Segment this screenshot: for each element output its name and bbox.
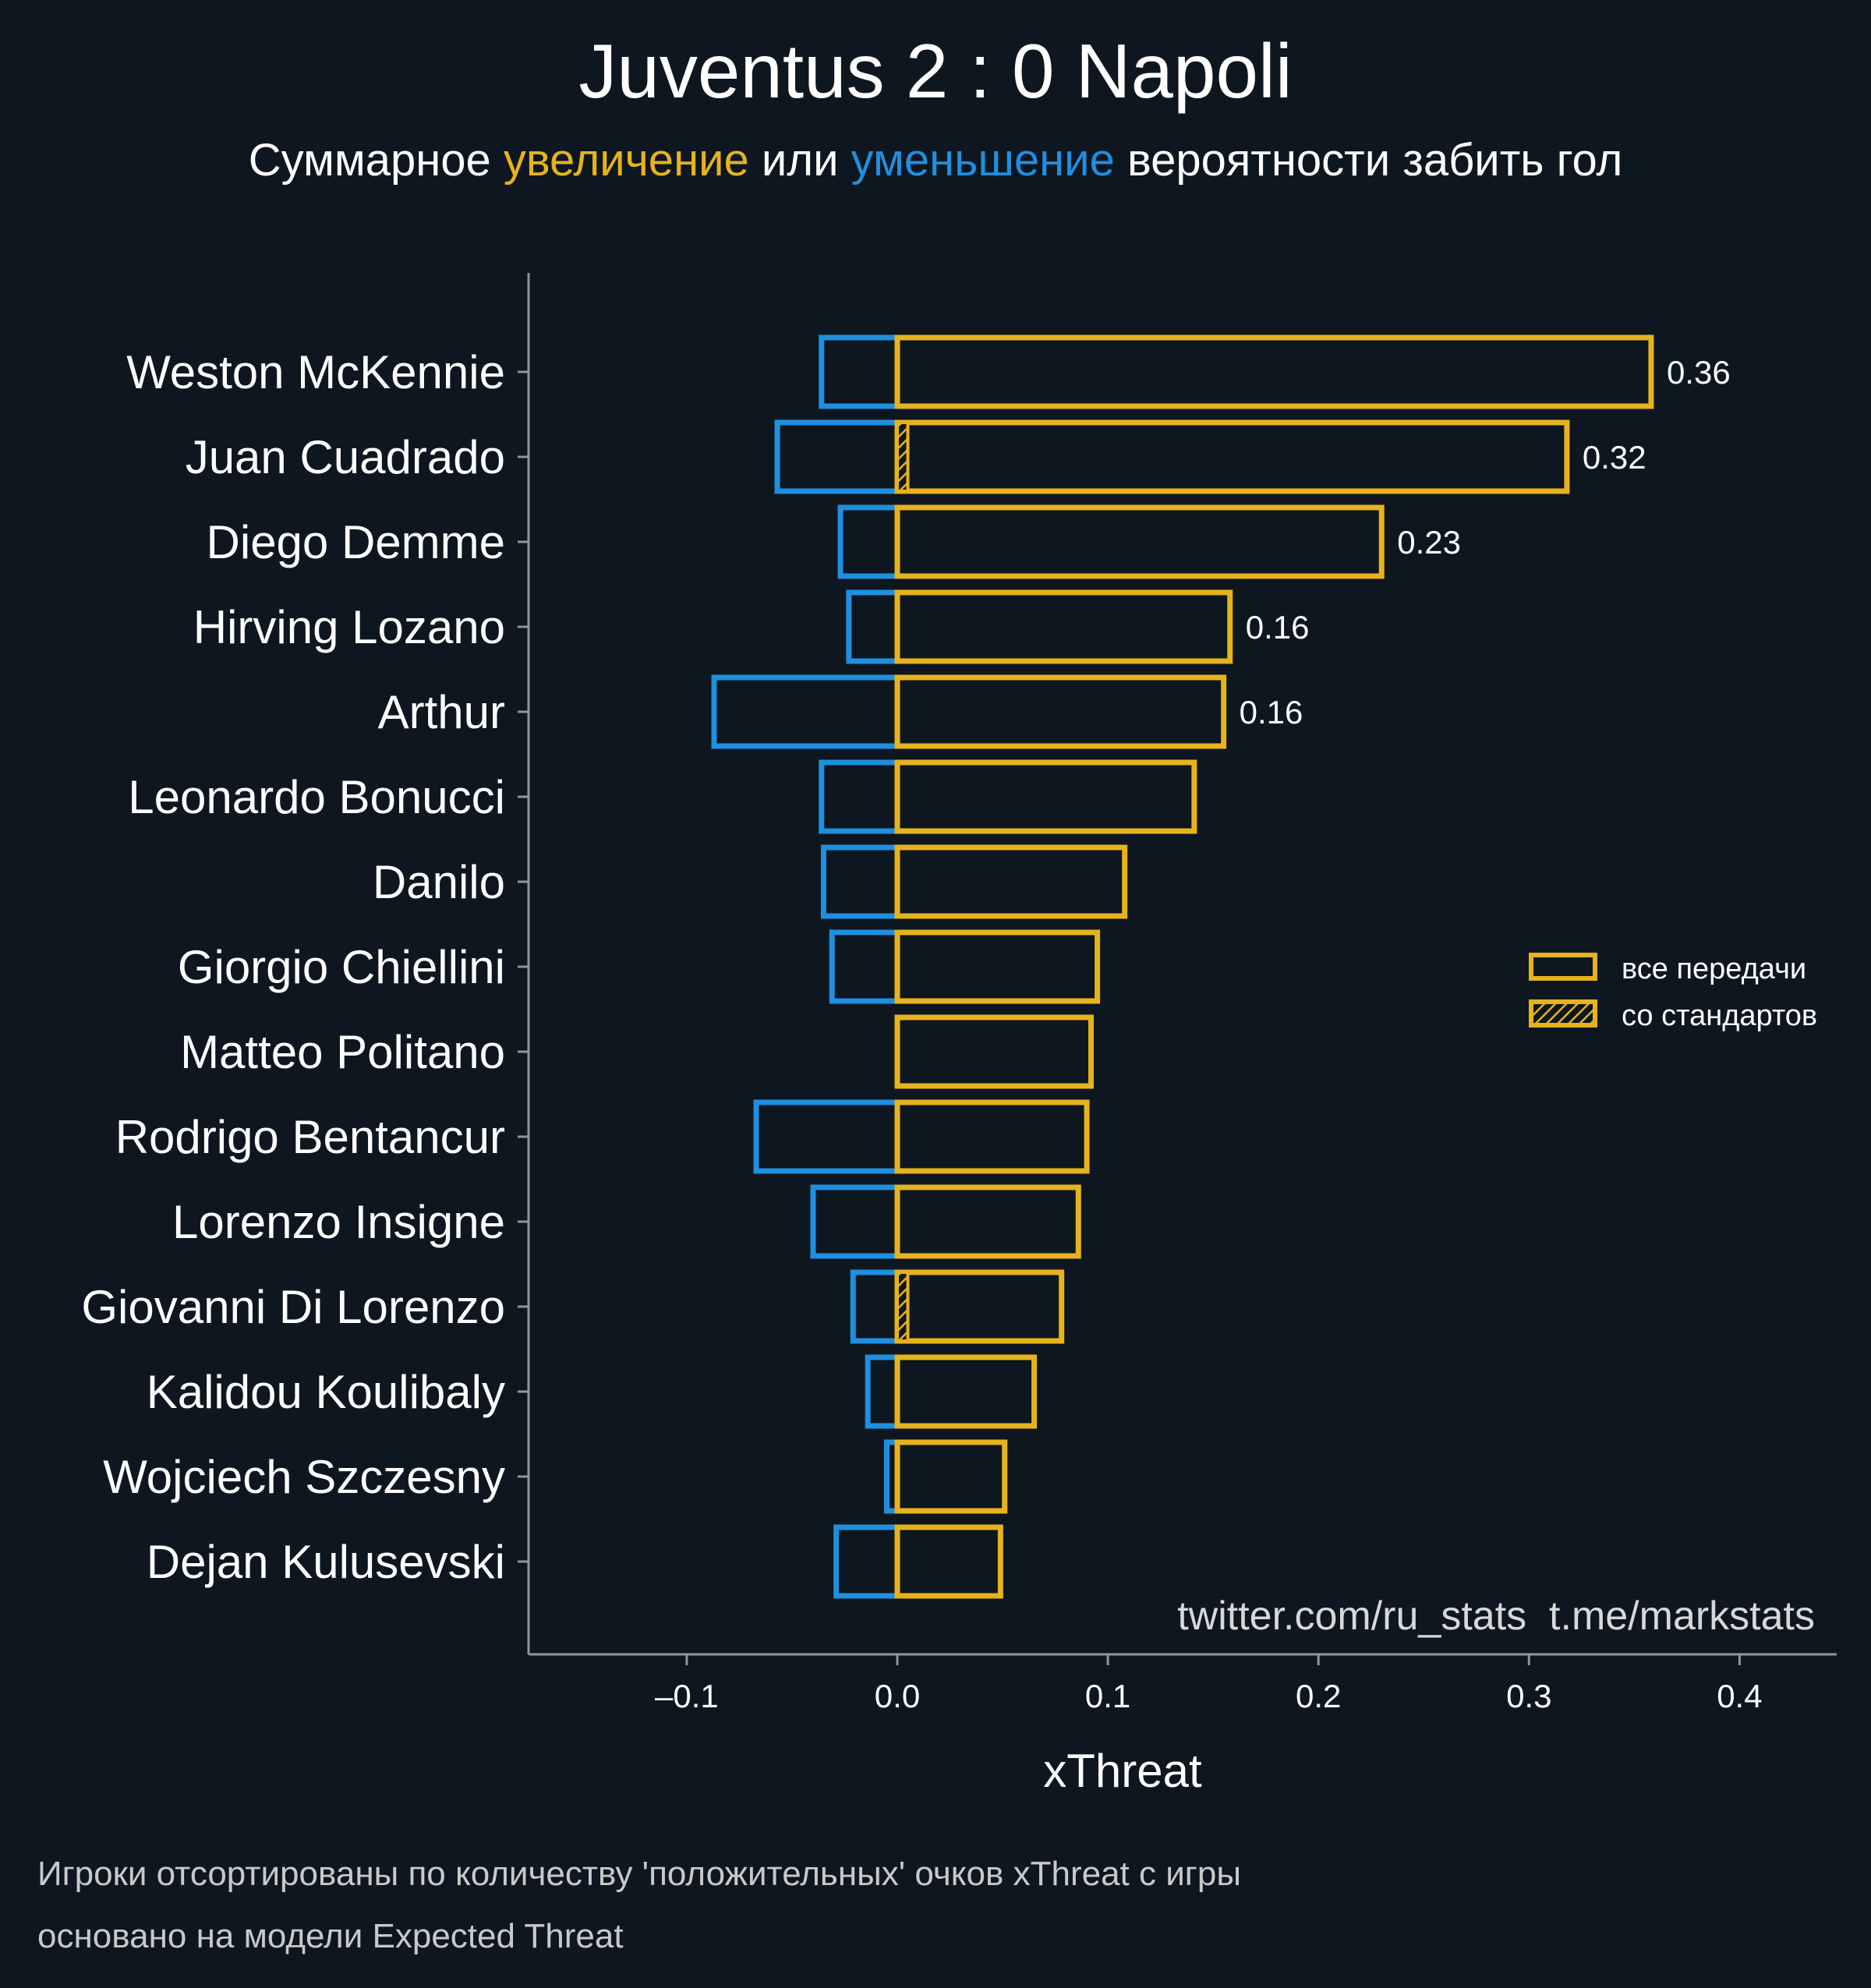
- x-tick-label: 0.2: [1296, 1678, 1341, 1714]
- y-label-wojciech-szczesny: Wojciech Szczesny: [103, 1451, 505, 1503]
- watermark: twitter.com/ru_stats t.me/markstats: [1177, 1594, 1815, 1639]
- bar-negative-juan-cuadrado: [774, 419, 900, 494]
- y-label-giovanni-di-lorenzo: Giovanni Di Lorenzo: [81, 1281, 505, 1333]
- bar-negative-giovanni-di-lorenzo: [850, 1269, 900, 1344]
- y-label-danilo: Danilo: [373, 856, 505, 908]
- bar-positive-rodrigo-bentancur: [894, 1099, 1090, 1174]
- legend-label-set-pieces: со стандартов: [1622, 999, 1817, 1032]
- y-label-matteo-politano: Matteo Politano: [180, 1026, 505, 1078]
- value-label-weston-mckennie: 0.36: [1667, 354, 1731, 391]
- bar-positive-weston-mckennie: [894, 334, 1654, 409]
- legend-label-all-passes: все передачи: [1622, 953, 1806, 985]
- footnote-line-2: основано на модели Expected Threat: [37, 1917, 624, 1955]
- y-label-kalidou-koulibaly: Kalidou Koulibaly: [147, 1366, 505, 1418]
- plot-area: 0.36 0.32 0.23 0.16 0.16: [711, 334, 1731, 1599]
- bar-negative-leonardo-bonucci: [819, 759, 900, 834]
- legend: все передачи со стандартов: [1529, 953, 1817, 1032]
- subtitle-middle: или: [749, 135, 851, 186]
- x-tick-label: 0.0: [875, 1678, 920, 1714]
- value-label-hirving-lozano: 0.16: [1246, 609, 1310, 646]
- bar-negative-dejan-kulusevski: [833, 1524, 900, 1599]
- bar-positive-dejan-kulusevski: [894, 1524, 1003, 1599]
- footnote-line-1: Игроки отсортированы по количеству 'поло…: [37, 1855, 1241, 1893]
- legend-swatch-all-passes: [1529, 953, 1597, 981]
- x-tick-label: 0.3: [1506, 1678, 1551, 1714]
- bar-positive-juan-cuadrado: [894, 419, 1570, 494]
- x-tick-label: 0.1: [1085, 1678, 1130, 1714]
- x-ticks: –0.1 0.0 0.1 0.2 0.3 0.4: [655, 1654, 1763, 1714]
- bar-setpiece-giovanni-di-lorenzo: [896, 1271, 910, 1342]
- subtitle-suffix: вероятности забить гол: [1115, 135, 1622, 186]
- bar-negative-kalidou-koulibaly: [865, 1354, 900, 1429]
- y-labels: Weston McKennie Juan Cuadrado Diego Demme H…: [81, 346, 529, 1588]
- y-label-diego-demme: Diego Demme: [207, 516, 505, 568]
- legend-swatch-set-pieces: [1529, 999, 1597, 1028]
- x-axis-label: xThreat: [1043, 1745, 1202, 1797]
- bar-positive-giorgio-chiellini: [894, 929, 1101, 1004]
- bar-positive-danilo: [894, 844, 1128, 919]
- bar-negative-hirving-lozano: [846, 589, 900, 664]
- bar-positive-arthur: [894, 674, 1227, 749]
- bar-negative-weston-mckennie: [819, 334, 900, 409]
- x-tick-label: 0.4: [1717, 1678, 1762, 1714]
- y-label-arthur: Arthur: [378, 686, 505, 738]
- bar-setpiece-juan-cuadrado: [896, 421, 910, 493]
- subtitle-decrease-word: уменьшение: [851, 135, 1115, 186]
- bar-negative-danilo: [820, 844, 900, 919]
- y-label-giorgio-chiellini: Giorgio Chiellini: [178, 941, 505, 993]
- y-label-lorenzo-insigne: Lorenzo Insigne: [172, 1196, 505, 1248]
- value-label-diego-demme: 0.23: [1397, 524, 1461, 561]
- y-label-juan-cuadrado: Juan Cuadrado: [186, 431, 505, 483]
- bar-negative-diego-demme: [837, 504, 900, 579]
- y-label-weston-mckennie: Weston McKennie: [126, 346, 505, 398]
- subtitle-increase-word: увеличение: [504, 135, 749, 186]
- y-label-hirving-lozano: Hirving Lozano: [193, 601, 505, 653]
- bar-negative-rodrigo-bentancur: [753, 1099, 900, 1174]
- bar-negative-arthur: [711, 674, 900, 749]
- bar-positive-giovanni-di-lorenzo: [894, 1269, 1065, 1344]
- chart-subtitle: Суммарное увеличение или уменьшение веро…: [249, 135, 1623, 186]
- y-label-rodrigo-bentancur: Rodrigo Bentancur: [115, 1111, 505, 1163]
- bar-positive-leonardo-bonucci: [894, 759, 1197, 834]
- bar-positive-kalidou-koulibaly: [894, 1354, 1038, 1429]
- x-tick-label: –0.1: [655, 1678, 719, 1714]
- value-label-juan-cuadrado: 0.32: [1583, 439, 1646, 476]
- subtitle-prefix: Суммарное: [249, 135, 504, 186]
- y-label-leonardo-bonucci: Leonardo Bonucci: [128, 771, 505, 823]
- bar-positive-hirving-lozano: [894, 589, 1233, 664]
- bar-negative-giorgio-chiellini: [829, 929, 900, 1004]
- value-label-arthur: 0.16: [1240, 694, 1303, 730]
- bar-positive-wojciech-szczesny: [894, 1439, 1008, 1514]
- bar-positive-diego-demme: [894, 504, 1385, 579]
- chart-title: Juventus 2 : 0 Napoli: [578, 28, 1292, 114]
- bar-positive-matteo-politano: [894, 1014, 1094, 1089]
- y-label-dejan-kulusevski: Dejan Kulusevski: [147, 1536, 505, 1588]
- bar-positive-lorenzo-insigne: [894, 1184, 1081, 1259]
- bar-negative-lorenzo-insigne: [810, 1184, 900, 1259]
